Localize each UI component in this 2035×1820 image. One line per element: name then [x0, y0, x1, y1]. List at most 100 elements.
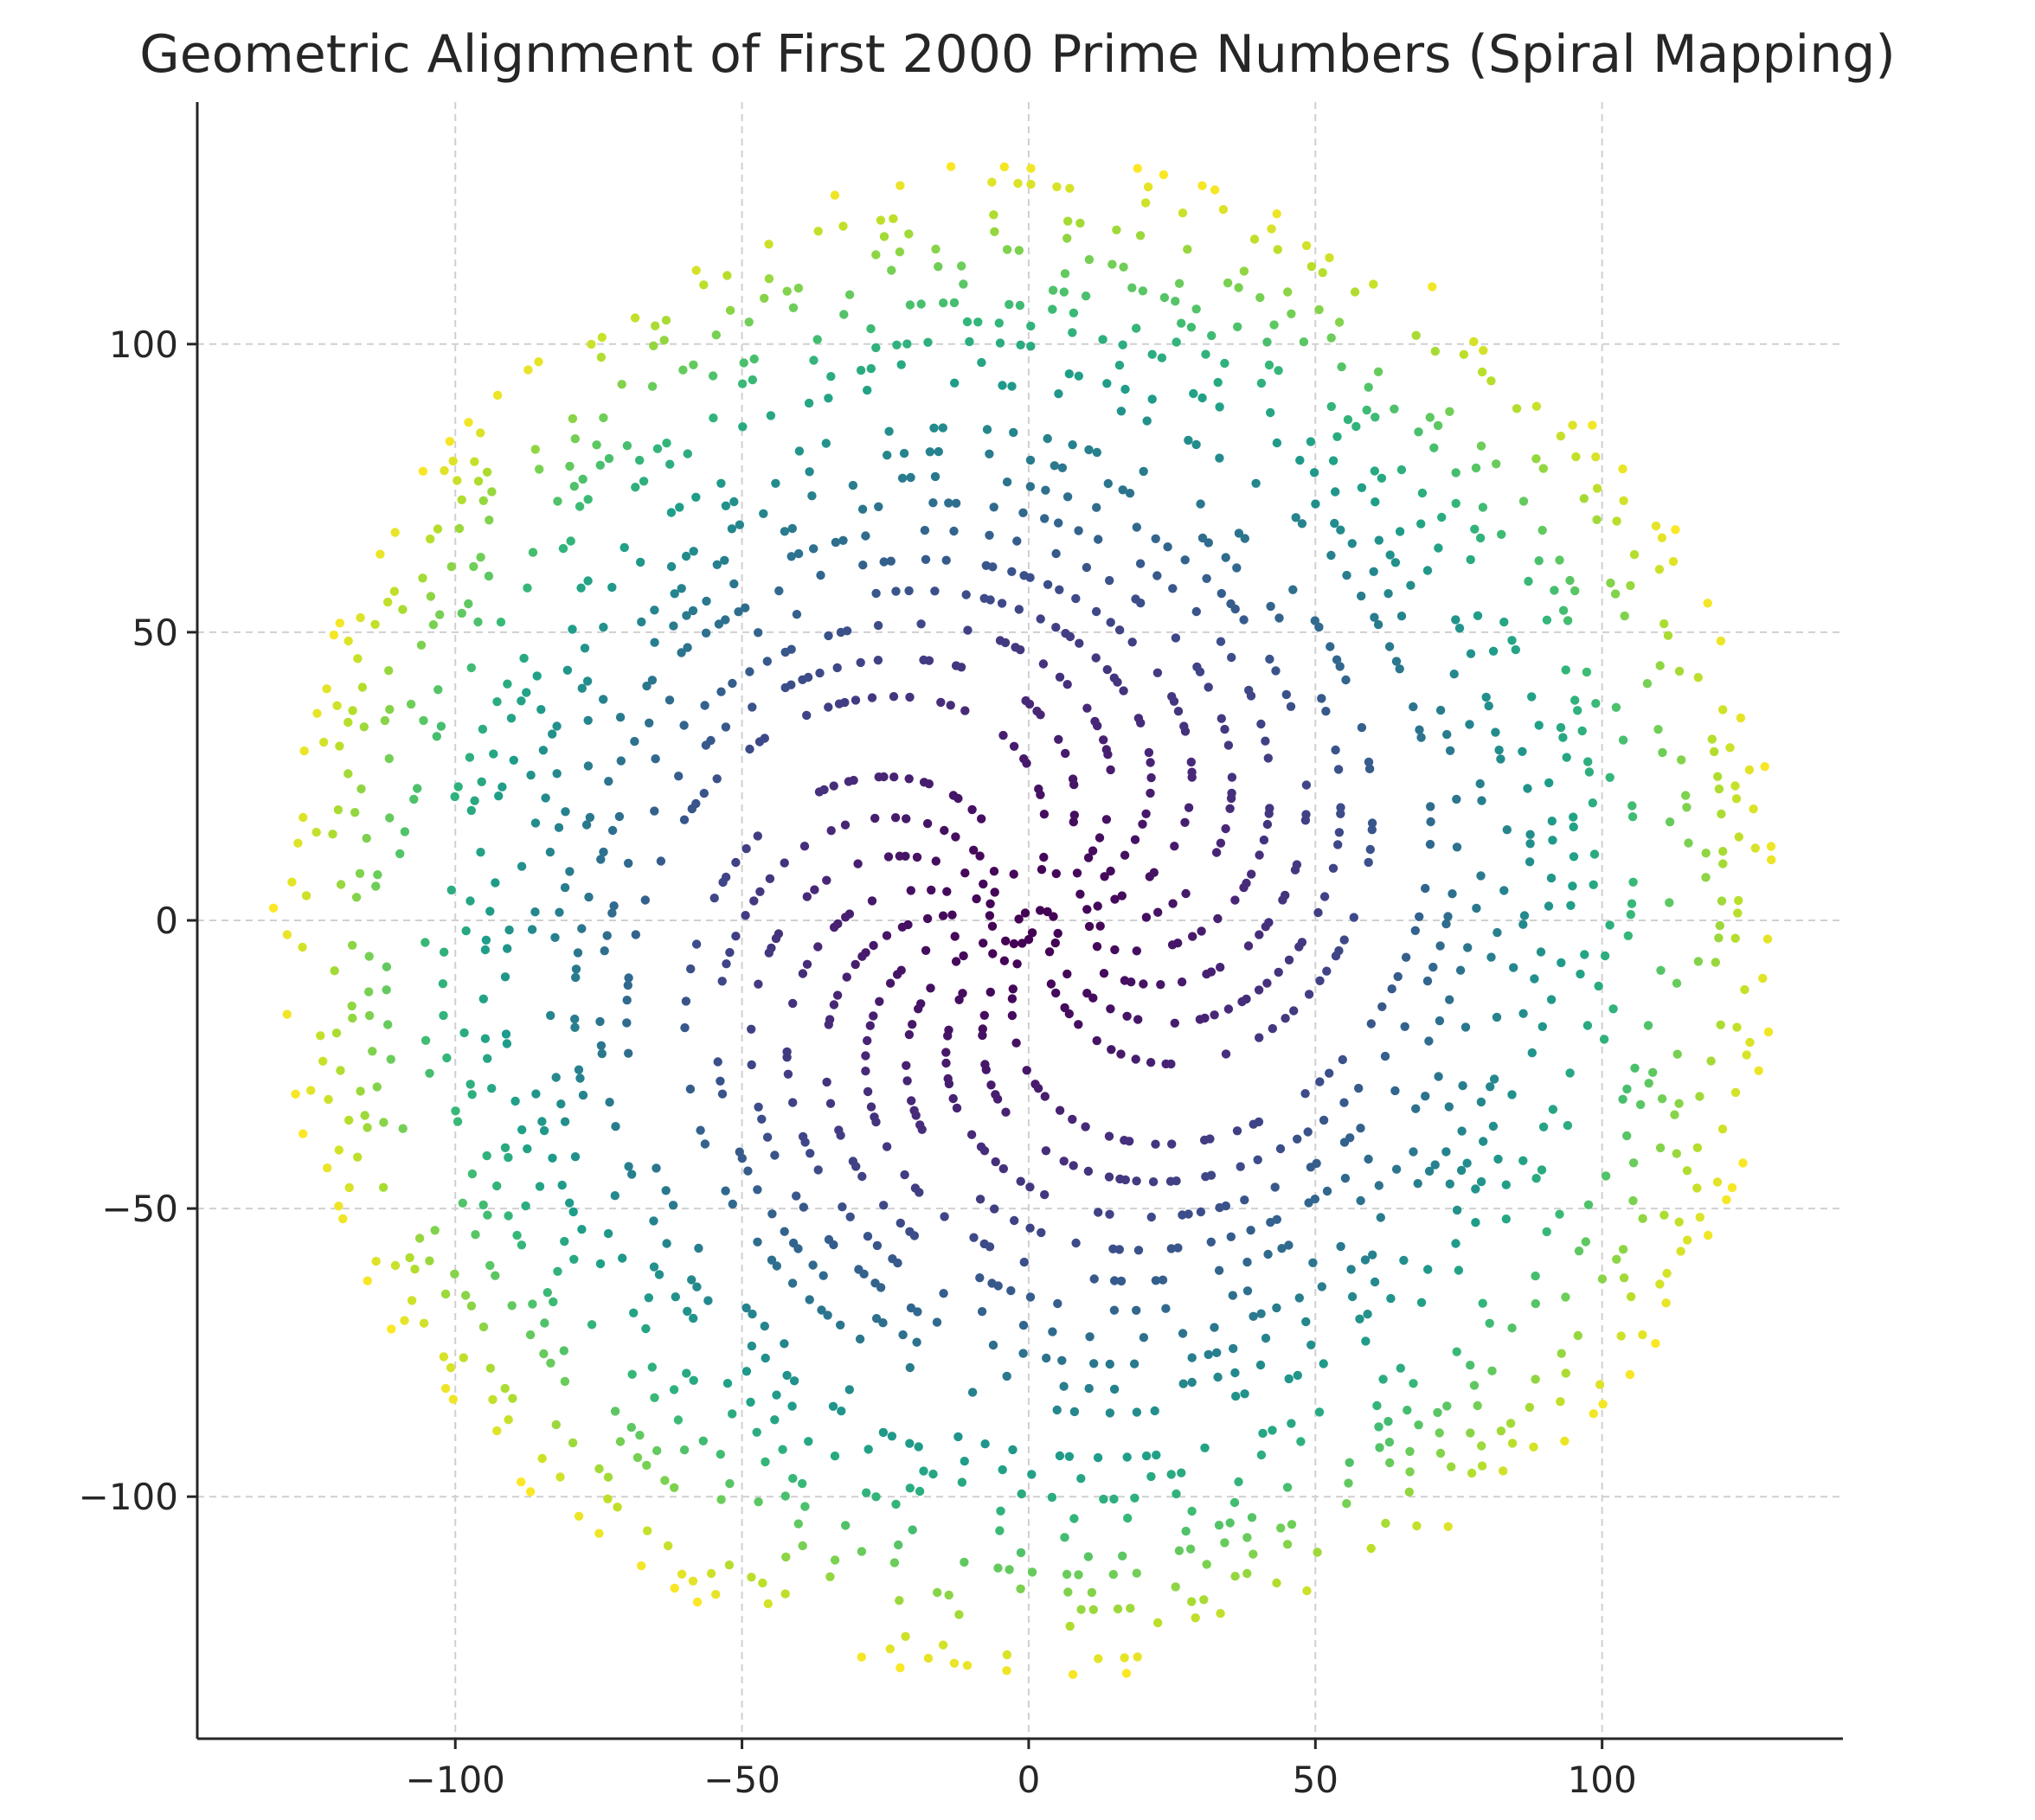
scatter-point	[920, 525, 930, 535]
scatter-point	[1177, 977, 1187, 987]
scatter-point	[1655, 1143, 1666, 1153]
scatter-point	[1216, 838, 1226, 848]
scatter-point	[1531, 454, 1541, 464]
scatter-point	[641, 1323, 651, 1334]
x-tick-label: −50	[703, 1759, 780, 1801]
scatter-point	[871, 343, 881, 353]
scatter-point	[1051, 988, 1061, 998]
scatter-point	[1026, 179, 1036, 189]
scatter-point	[804, 398, 814, 408]
scatter-point	[1181, 1526, 1191, 1536]
scatter-point	[932, 1317, 942, 1327]
scatter-point	[1472, 903, 1481, 913]
scatter-point	[1580, 950, 1589, 959]
scatter-point	[1670, 1110, 1679, 1119]
scatter-point	[405, 1253, 414, 1263]
scatter-point	[857, 1547, 867, 1556]
scatter-point	[1255, 850, 1264, 860]
scatter-point	[1001, 1107, 1011, 1117]
scatter-point	[1404, 1487, 1415, 1497]
scatter-point	[413, 784, 422, 793]
scatter-point	[1149, 868, 1159, 877]
scatter-point	[822, 1077, 831, 1087]
scatter-point	[487, 1084, 497, 1093]
scatter-point	[645, 718, 654, 727]
scatter-point	[400, 1316, 409, 1325]
scatter-point	[268, 903, 279, 913]
scatter-point	[488, 1394, 498, 1405]
scatter-point	[322, 684, 331, 694]
scatter-point	[1158, 1275, 1168, 1285]
scatter-point	[561, 807, 570, 817]
scatter-point	[703, 1296, 713, 1305]
scatter-point	[931, 244, 940, 254]
scatter-point	[1293, 1134, 1302, 1144]
scatter-point	[1197, 533, 1208, 543]
scatter-point	[457, 495, 466, 504]
scatter-point	[1623, 931, 1634, 941]
scatter-point	[1259, 835, 1269, 845]
scatter-point	[343, 769, 353, 779]
scatter-point	[1447, 1462, 1456, 1471]
scatter-point	[1571, 452, 1581, 462]
scatter-point	[1025, 1292, 1036, 1302]
scatter-point	[1477, 367, 1487, 377]
scatter-point	[1227, 652, 1236, 663]
scatter-point	[348, 706, 357, 715]
scatter-point	[650, 806, 659, 816]
scatter-point	[400, 827, 410, 836]
scatter-point	[1618, 464, 1627, 474]
scatter-point	[1026, 163, 1036, 173]
scatter-point	[682, 611, 691, 620]
scatter-point	[1103, 478, 1114, 489]
scatter-point	[1207, 330, 1217, 341]
scatter-point	[1370, 1277, 1380, 1287]
scatter-point	[627, 1170, 637, 1179]
scatter-point	[480, 1034, 491, 1043]
scatter-point	[771, 933, 781, 944]
scatter-point	[1118, 340, 1127, 349]
scatter-point	[573, 948, 583, 958]
scatter-point	[1452, 1347, 1461, 1356]
scatter-point	[981, 1065, 992, 1074]
scatter-point	[1372, 1400, 1382, 1411]
scatter-point	[1544, 901, 1554, 911]
scatter-point	[1101, 745, 1112, 754]
scatter-point	[494, 791, 504, 801]
scatter-point	[747, 1341, 757, 1351]
scatter-point	[1525, 830, 1535, 839]
scatter-point	[1036, 614, 1045, 624]
scatter-point	[1027, 928, 1037, 938]
scatter-point	[1263, 1249, 1273, 1259]
scatter-point	[780, 682, 790, 693]
scatter-point	[765, 874, 775, 883]
scatter-point	[1044, 947, 1055, 957]
scatter-point	[1452, 843, 1462, 852]
scatter-point	[1486, 1082, 1495, 1092]
scatter-point	[1496, 1426, 1506, 1436]
scatter-point	[1531, 1174, 1541, 1183]
scatter-point	[492, 697, 502, 707]
scatter-point	[1016, 1548, 1026, 1558]
scatter-point	[328, 830, 337, 839]
scatter-point	[878, 1318, 888, 1328]
scatter-point	[944, 1590, 953, 1600]
scatter-point	[1008, 984, 1018, 994]
scatter-point	[916, 619, 926, 629]
scatter-point	[889, 1558, 900, 1567]
scatter-point	[1429, 443, 1439, 452]
scatter-point	[899, 448, 909, 458]
scatter-point	[782, 1370, 792, 1381]
scatter-point	[1435, 705, 1446, 715]
scatter-point	[1531, 1271, 1540, 1281]
scatter-point	[1062, 1569, 1072, 1580]
scatter-point	[1396, 612, 1407, 621]
scatter-point	[809, 356, 818, 365]
scatter-point	[741, 1367, 752, 1376]
scatter-point	[1141, 809, 1151, 818]
scatter-point	[1229, 1343, 1238, 1354]
scatter-point	[1364, 857, 1373, 868]
scatter-point	[1122, 1452, 1132, 1462]
scatter-point	[439, 1352, 449, 1362]
scatter-point	[1643, 1021, 1653, 1030]
